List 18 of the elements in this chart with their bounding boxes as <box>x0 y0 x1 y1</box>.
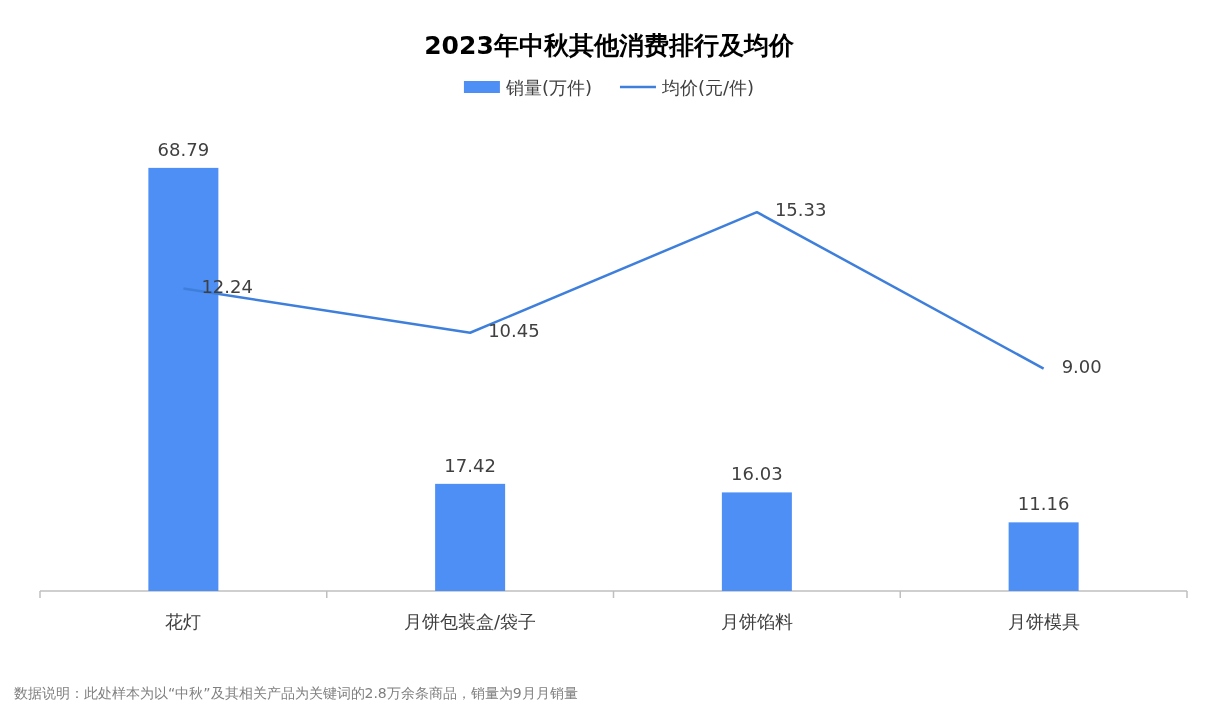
legend-label: 均价(元/件) <box>660 77 755 98</box>
bar <box>1008 522 1079 591</box>
x-tick-label: 月饼包装盒/袋子 <box>404 611 537 632</box>
bar <box>721 492 792 591</box>
data-label: 68.79 <box>157 138 210 160</box>
data-label: 11.16 <box>1017 493 1070 515</box>
chart-title: 2023年中秋其他消费排行及均价 <box>424 31 795 60</box>
data-label: 16.03 <box>731 463 783 485</box>
data-label: 10.45 <box>488 319 540 341</box>
data-label: 17.42 <box>444 454 496 476</box>
bar <box>435 483 506 591</box>
x-tick-label: 花灯 <box>165 611 202 632</box>
text: 数据说明：此处样本为以“中秋”及其相关产品为关键词的2.8万余条商品，销量为9月月销量 <box>14 685 578 701</box>
x-tick-label: 月饼模具 <box>1007 611 1080 632</box>
legend-label: 销量(万件) <box>504 77 592 98</box>
data-label: 15.33 <box>774 199 827 221</box>
data-label: 9.00 <box>1061 355 1102 377</box>
x-tick-label: 月饼馅料 <box>720 611 793 632</box>
